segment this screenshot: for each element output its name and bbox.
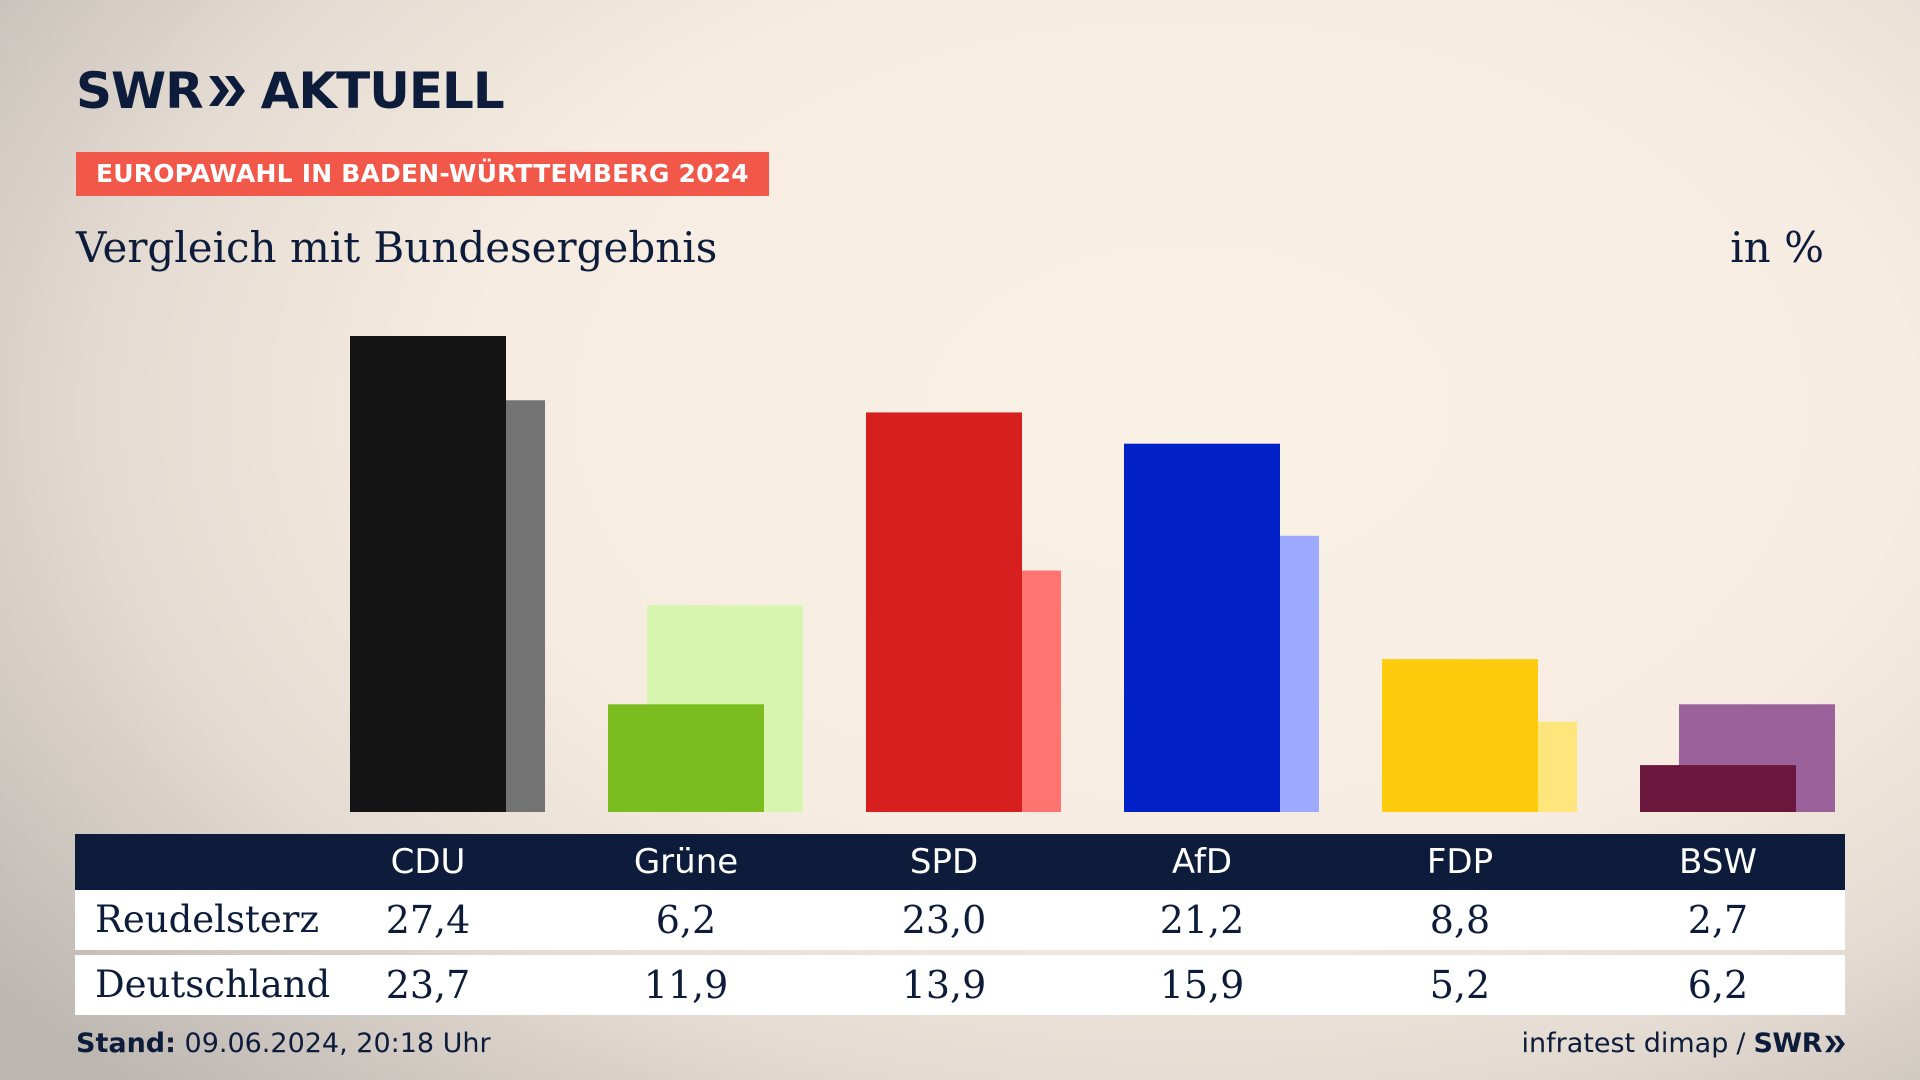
column-header: Grüne (633, 842, 739, 882)
bar-cdu-reudelsterz (350, 336, 506, 812)
table-cell: 23,7 (385, 963, 471, 1007)
column-header: SPD (909, 842, 979, 882)
logo-aktuell: AKTUELL (260, 62, 505, 120)
table-cell: 6,2 (1687, 963, 1749, 1007)
table-row: Reudelsterz 27,4 6,2 23,0 21,2 8,8 2,7 (75, 890, 1845, 950)
footer-brand: SWR (1753, 1028, 1822, 1059)
source-label: infratest dimap (1521, 1028, 1729, 1059)
bar-chart (350, 336, 1835, 812)
row-label: Reudelsterz (95, 898, 319, 941)
column-header: FDP (1426, 842, 1494, 882)
table-header-row: CDU Grüne SPD AfD FDP BSW (75, 834, 1845, 890)
logo-swr: SWR (76, 62, 204, 120)
column-header: CDU (390, 842, 466, 882)
table-cell: 15,9 (1159, 963, 1245, 1007)
bar-fdp-reudelsterz (1382, 659, 1538, 812)
row-label: Deutschland (95, 963, 331, 1006)
double-chevron-icon (208, 76, 245, 106)
column-header: BSW (1679, 842, 1757, 882)
source-separator: / (1736, 1028, 1746, 1059)
table-cell: 27,4 (385, 898, 471, 942)
table-cell: 2,7 (1687, 898, 1749, 942)
table-row: Deutschland 23,7 11,9 13,9 15,9 5,2 6,2 (75, 955, 1845, 1015)
source-credit: infratest dimap / SWR (1522, 1028, 1846, 1059)
unit-label: in % (1730, 223, 1824, 272)
timestamp: Stand: 09.06.2024, 20:18 Uhr (76, 1028, 491, 1059)
results-table: CDU Grüne SPD AfD FDP BSW Reudelsterz 27,4 6,2 2… (75, 834, 1845, 1015)
chart-subtitle: Vergleich mit Bundesergebnis (76, 223, 718, 272)
bar-bsw-reudelsterz (1640, 765, 1796, 812)
column-header: AfD (1171, 842, 1233, 882)
bar-spd-reudelsterz (866, 412, 1022, 812)
table-cell: 5,2 (1429, 963, 1491, 1007)
table-cell: 23,0 (901, 898, 987, 942)
table-cell: 13,9 (901, 963, 987, 1007)
bar-afd-reudelsterz (1124, 443, 1280, 812)
bar-gruene-reudelsterz (608, 704, 764, 812)
logo: SWR AKTUELL (76, 62, 505, 120)
election-badge: EUROPAWAHL IN BADEN-WÜRTTEMBERG 2024 (76, 152, 769, 196)
double-chevron-icon (1825, 1035, 1845, 1052)
table-cell: 8,8 (1429, 898, 1491, 942)
stand-value: 09.06.2024, 20:18 Uhr (184, 1028, 491, 1059)
stand-label: Stand: (76, 1028, 176, 1059)
table-cell: 11,9 (643, 963, 729, 1007)
table-cell: 6,2 (655, 898, 717, 942)
table-cell: 21,2 (1159, 898, 1245, 942)
